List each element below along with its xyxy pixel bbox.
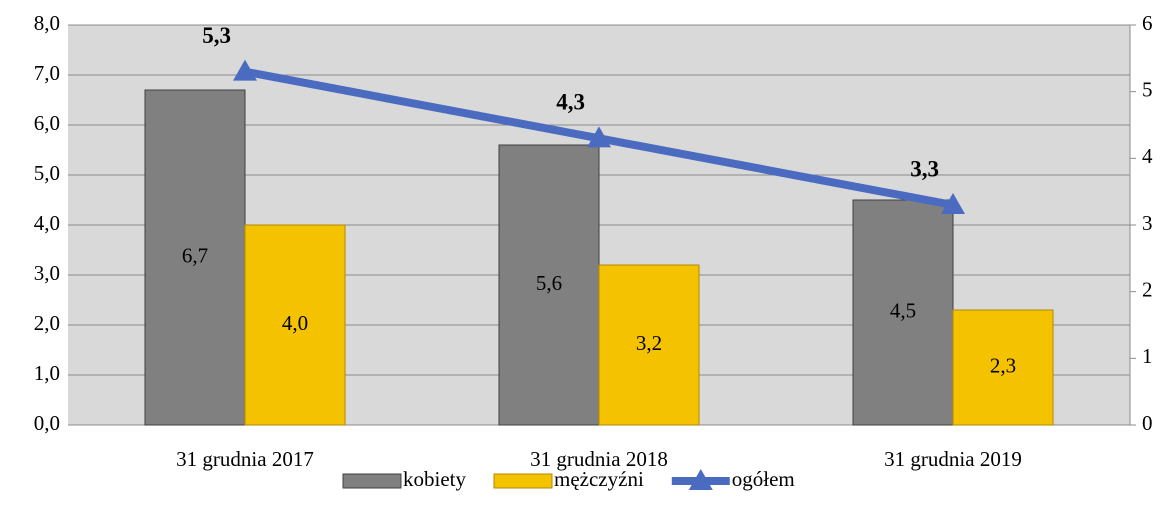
y2-tick-label: 1	[1142, 344, 1153, 368]
y2-tick-label: 3	[1142, 211, 1153, 235]
y2-tick-label: 6	[1142, 11, 1153, 35]
legend-marker	[688, 469, 713, 490]
data-label: 4,5	[890, 298, 916, 322]
y-tick-label: 2,0	[34, 311, 60, 335]
y2-tick-label: 0	[1142, 411, 1153, 435]
x-tick-label: 31 grudnia 2018	[530, 447, 668, 471]
marker	[233, 59, 257, 81]
y2-tick-label: 2	[1142, 277, 1153, 301]
y-tick-label: 7,0	[34, 61, 60, 85]
data-label: 6,7	[182, 243, 208, 267]
legend-swatch	[493, 473, 553, 489]
x-tick-label: 31 grudnia 2017	[176, 447, 314, 471]
x-tick-label: 31 grudnia 2019	[884, 447, 1022, 471]
marker	[941, 193, 965, 214]
data-label: 2,3	[990, 353, 1016, 377]
y-tick-label: 5,0	[34, 161, 60, 185]
y-tick-label: 8,0	[34, 11, 60, 35]
legend-swatch	[342, 473, 402, 489]
bar	[952, 309, 1054, 426]
legend-label: ogółem	[732, 467, 795, 491]
y-tick-label: 0,0	[34, 411, 60, 435]
legend-label: mężczyźni	[554, 467, 644, 491]
data-label: 4,3	[556, 90, 585, 115]
y-tick-label: 3,0	[34, 261, 60, 285]
legend-label: kobiety	[403, 467, 466, 491]
marker	[587, 126, 611, 148]
y-tick-label: 1,0	[34, 361, 60, 385]
y2-tick-label: 5	[1142, 77, 1153, 101]
y2-tick-label: 4	[1142, 144, 1153, 168]
data-label: 5,6	[536, 271, 562, 295]
data-label: 4,0	[282, 311, 308, 335]
y-tick-label: 4,0	[34, 211, 60, 235]
data-label: 5,3	[202, 23, 231, 48]
bar	[498, 144, 600, 426]
bar	[598, 264, 700, 426]
bar	[244, 224, 346, 426]
data-label: 3,2	[636, 331, 662, 355]
y-tick-label: 6,0	[34, 111, 60, 135]
data-label: 3,3	[910, 156, 939, 181]
